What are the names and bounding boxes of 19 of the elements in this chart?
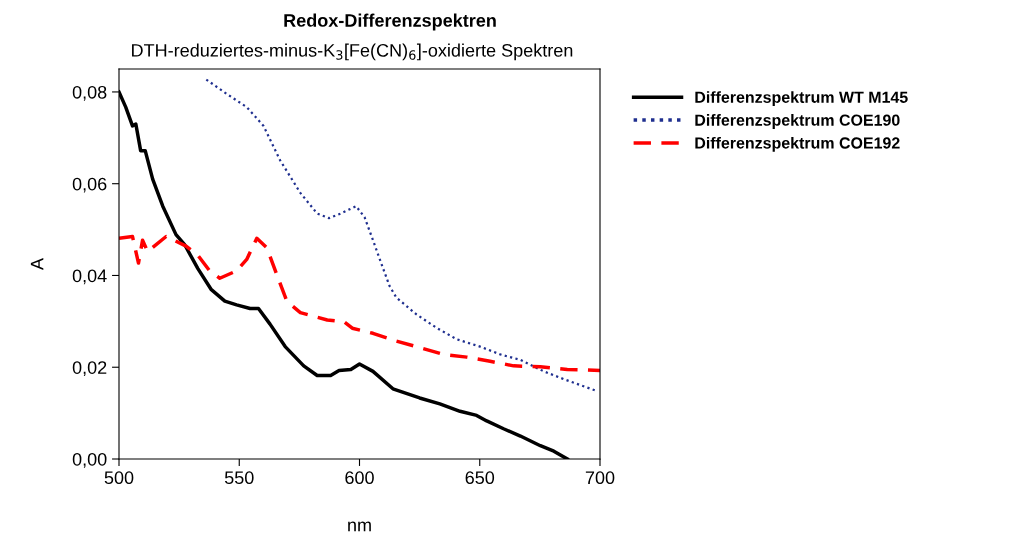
x-tick-label: 550	[224, 471, 254, 485]
x-tick-label: 650	[465, 471, 495, 485]
chart-title: Redox-Differenzspektren	[284, 13, 496, 31]
y-tick-label: 0,06	[72, 177, 107, 193]
legend-label: Differenzspektrum WT M145	[695, 91, 908, 107]
chart-subtitle: DTH-reduziertes-minus-K$_{3}$[Fe(CN)$_{6}$]-oxidierte Spektren	[132, 43, 573, 61]
y-axis-title: A	[30, 258, 44, 270]
x-axis-title: nm	[348, 521, 371, 532]
x-tick-label: 500	[104, 471, 134, 485]
y-tick-label: 0,04	[72, 269, 107, 285]
y-tick-label: 0,08	[72, 85, 107, 101]
legend-label: Differenzspektrum COE190	[695, 114, 900, 129]
y-tick-label: 0,02	[72, 361, 107, 377]
x-tick-label: 700	[585, 471, 615, 485]
y-tick-label: 0,00	[72, 452, 107, 468]
x-tick-label: 600	[345, 471, 374, 485]
legend-label: Differenzspektrum COE192	[695, 136, 900, 152]
line-series	[119, 234, 600, 373]
line-series	[205, 78, 597, 392]
